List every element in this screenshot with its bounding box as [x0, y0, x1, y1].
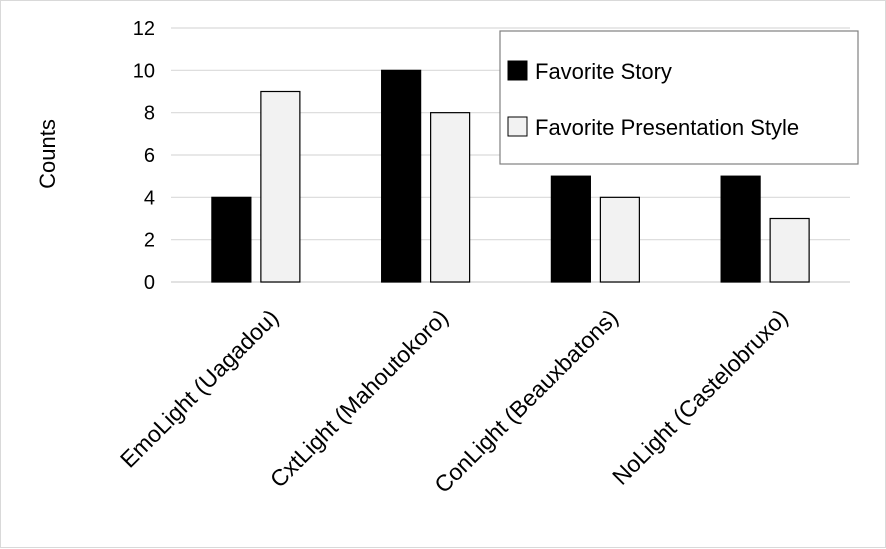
- y-tick-label: 10: [133, 60, 155, 82]
- x-category-label: CxtLight (Mahoutokoro): [265, 304, 453, 492]
- y-tick-label: 2: [144, 230, 155, 252]
- bar-favorite-story: [381, 69, 422, 283]
- legend-swatch-favorite-presentation-style: [507, 116, 528, 137]
- legend-label-favorite-presentation-style: Favorite Presentation Style: [535, 115, 799, 140]
- legend-label-favorite-story: Favorite Story: [535, 59, 672, 84]
- bar-favorite-story: [550, 175, 591, 283]
- y-tick-labels: 0 2 4 6 8 10 12: [133, 18, 155, 294]
- y-tick-label: 6: [144, 145, 155, 167]
- bar-favorite-story: [211, 196, 252, 283]
- y-tick-label: 0: [144, 272, 155, 294]
- y-axis-label: Counts: [35, 119, 60, 189]
- bar-favorite-presentation-style: [260, 90, 301, 283]
- y-tick-label: 12: [133, 18, 155, 40]
- x-category-labels: EmoLight (Uagadou)CxtLight (Mahoutokoro)…: [115, 304, 793, 498]
- x-category-label: NoLight (Castelobruxo): [607, 304, 793, 490]
- legend-box: [499, 30, 859, 165]
- y-tick-label: 4: [144, 187, 155, 209]
- bar-favorite-presentation-style: [599, 196, 640, 283]
- bars: [211, 69, 810, 283]
- x-category-label: EmoLight (Uagadou): [115, 304, 283, 472]
- bar-favorite-story: [720, 175, 761, 283]
- bar-favorite-presentation-style: [430, 112, 471, 283]
- legend-swatch-favorite-story: [507, 60, 528, 81]
- x-category-label: ConLight (Beauxbatons): [429, 304, 623, 498]
- legend: Favorite Story Favorite Presentation Sty…: [499, 30, 859, 165]
- y-tick-label: 8: [144, 103, 155, 125]
- bar-favorite-presentation-style: [769, 217, 810, 283]
